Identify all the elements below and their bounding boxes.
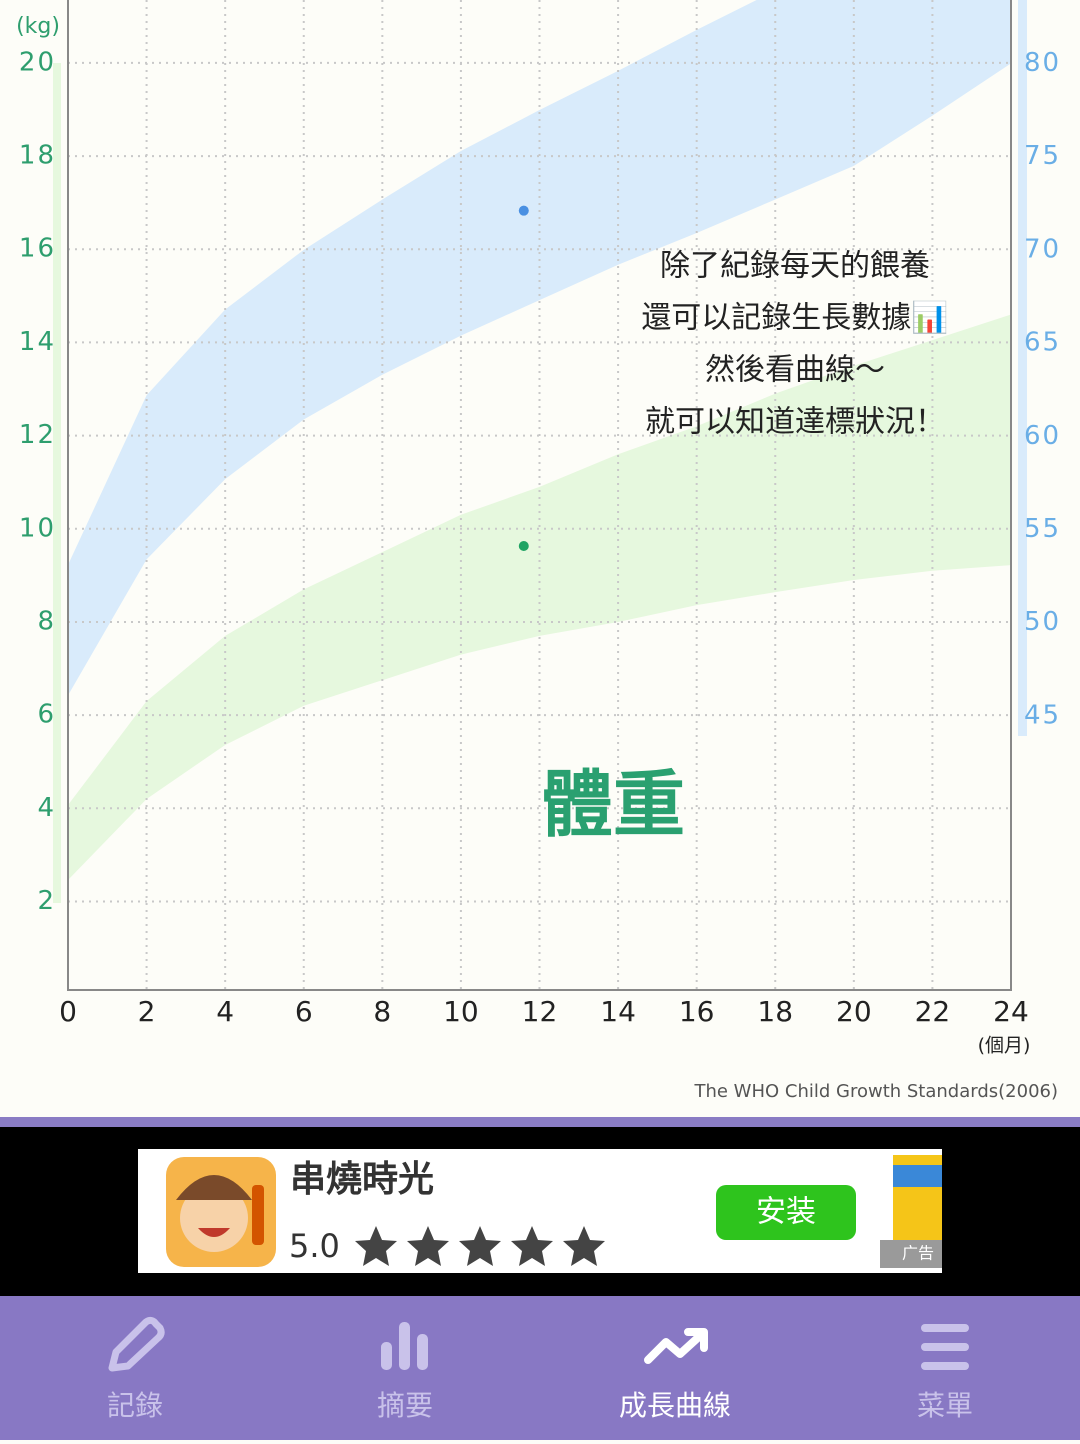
y-tick-label: 10	[19, 513, 56, 543]
x-tick-label: 12	[522, 995, 558, 1028]
nav-bar	[0, 1296, 1080, 1440]
chart-label: 體重	[541, 763, 685, 847]
x-tick-label: 2	[138, 995, 156, 1028]
x-unit: (個月)	[978, 1035, 1031, 1057]
y2-tick-label: 55	[1024, 514, 1061, 544]
y2-tick-label: 45	[1024, 700, 1061, 730]
star	[459, 1226, 501, 1266]
annotation: 然後看曲線～	[705, 353, 885, 388]
ad-icon-skewer	[252, 1185, 264, 1245]
y-tick-label: 16	[19, 234, 56, 264]
nav-item[interactable]: 摘要	[270, 1296, 540, 1440]
icon-bar	[381, 1342, 392, 1370]
icon-record	[108, 1316, 165, 1372]
ad-tag-background	[880, 1240, 942, 1268]
icon-bar	[417, 1334, 428, 1370]
y-tick-label: 4	[37, 793, 56, 823]
band	[68, 0, 1011, 696]
y-tick-label: 8	[37, 606, 56, 636]
nav-icons	[108, 1316, 969, 1372]
source-note: The WHO Child Growth Standards(2006)	[693, 1081, 1058, 1102]
y2-tick-label: 70	[1024, 234, 1061, 264]
nav-item[interactable]: 記錄	[0, 1296, 270, 1440]
ad-install-button[interactable]: 安装	[716, 1185, 856, 1240]
y-tick-label: 12	[19, 420, 56, 450]
annotation: 就可以知道達標狀況！	[645, 405, 945, 440]
star	[355, 1226, 397, 1266]
button-background	[716, 1185, 856, 1240]
ad-rating: 5.0	[289, 1227, 340, 1265]
ad-stars	[355, 1226, 605, 1266]
y-tick-label: 18	[19, 141, 56, 171]
x-tick-label: 20	[836, 995, 872, 1028]
divider	[0, 1117, 1080, 1127]
y2-tick-label: 80	[1024, 48, 1061, 78]
ad-title: 串燒時光	[290, 1159, 434, 1200]
x-tick-label: 24	[993, 995, 1029, 1028]
x-tick-label: 18	[757, 995, 793, 1028]
x-tick-label: 16	[679, 995, 715, 1028]
ad-tag: 广告	[902, 1244, 934, 1263]
ad-icon-mouth	[198, 1228, 230, 1237]
nav-label: 摘要	[377, 1389, 433, 1422]
nav-label: 菜單	[917, 1389, 973, 1422]
icon-menu	[921, 1324, 969, 1370]
x-tick-label: 0	[59, 995, 77, 1028]
x-tick-label: 6	[295, 995, 313, 1028]
nav-label: 記錄	[107, 1389, 163, 1422]
x-tick-label: 10	[443, 995, 479, 1028]
ad-icon-hat	[176, 1175, 252, 1200]
ad-side-window	[893, 1165, 942, 1187]
icon-summary	[381, 1322, 428, 1370]
height-axis-strip	[1018, 0, 1027, 736]
ad-icon-face	[180, 1184, 248, 1252]
annotation: 除了紀錄每天的餵養	[660, 249, 930, 284]
star	[563, 1226, 605, 1266]
y-unit: (kg)	[16, 14, 60, 39]
data-point	[518, 541, 529, 552]
button-label: 安装	[756, 1195, 816, 1230]
annotation: 還可以記錄生長數據📊	[641, 300, 948, 336]
x-tick-label: 14	[600, 995, 636, 1028]
ad-banner[interactable]: 串燒時光 5.0 安装 广告	[138, 1149, 942, 1273]
y2-tick-label: 75	[1024, 141, 1061, 171]
nav-item[interactable]: 菜單	[810, 1296, 1080, 1440]
y2-tick-label: 50	[1024, 607, 1061, 637]
y-tick-label: 20	[19, 47, 56, 77]
y-tick-label: 2	[37, 886, 56, 916]
data-point	[518, 205, 529, 216]
star	[407, 1226, 449, 1266]
x-tick-label: 8	[373, 995, 391, 1028]
y-tick-label: 6	[37, 700, 56, 730]
x-tick-label: 22	[915, 995, 951, 1028]
weight-axis-strip	[53, 63, 61, 903]
icon-bar	[399, 1322, 410, 1370]
y-tick-label: 14	[19, 327, 56, 357]
star	[511, 1226, 553, 1266]
overlay: 0 2 4 6 8 10 12 14 16 18 20 22 242468101214161820455…	[19, 0, 1061, 1028]
y2-tick-label: 60	[1024, 421, 1061, 451]
icon-growth	[644, 1328, 708, 1364]
nav-item[interactable]: 成長曲線	[540, 1296, 810, 1440]
nav-label: 成長曲線	[619, 1389, 731, 1422]
y2-tick-label: 65	[1024, 328, 1061, 358]
x-tick-label: 4	[216, 995, 234, 1028]
